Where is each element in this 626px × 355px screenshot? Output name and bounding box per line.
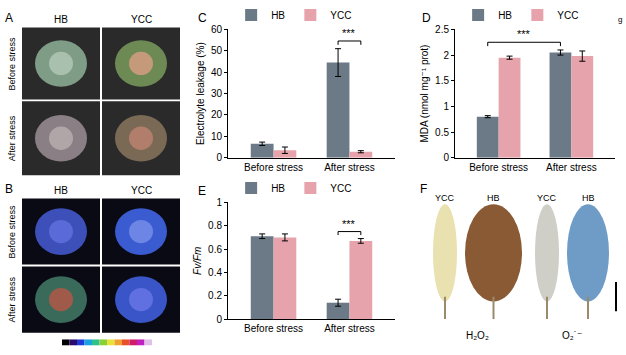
svg-text:0.5: 0.5 bbox=[435, 127, 449, 138]
svg-text:YCC: YCC bbox=[330, 183, 351, 194]
svg-text:C: C bbox=[198, 11, 207, 25]
svg-text:0.4: 0.4 bbox=[208, 267, 222, 278]
svg-text:YCC: YCC bbox=[131, 185, 152, 196]
svg-text:D: D bbox=[422, 11, 431, 25]
svg-text:Before stress: Before stress bbox=[244, 162, 303, 173]
svg-text:2: 2 bbox=[443, 50, 449, 61]
svg-text:Before stress: Before stress bbox=[7, 37, 17, 91]
svg-text:***: *** bbox=[517, 28, 531, 40]
svg-text:1: 1 bbox=[443, 101, 449, 112]
svg-text:Before stress: Before stress bbox=[244, 323, 303, 334]
svg-text:20: 20 bbox=[211, 109, 223, 120]
svg-text:Electrolyte leakage (%): Electrolyte leakage (%) bbox=[195, 42, 206, 145]
svg-text:0.2: 0.2 bbox=[208, 290, 222, 301]
svg-text:YCC: YCC bbox=[557, 10, 578, 21]
svg-text:Fv/Fm: Fv/Fm bbox=[192, 247, 203, 275]
svg-text:After stress: After stress bbox=[324, 323, 375, 334]
svg-text:HB: HB bbox=[498, 10, 512, 21]
svg-text:HB: HB bbox=[582, 193, 595, 203]
svg-text:***: *** bbox=[342, 27, 356, 39]
svg-text:HB: HB bbox=[271, 183, 285, 194]
svg-text:g: g bbox=[618, 15, 622, 24]
svg-text:60: 60 bbox=[211, 24, 223, 35]
svg-text:0.8: 0.8 bbox=[208, 220, 222, 231]
svg-text:1: 1 bbox=[216, 197, 222, 208]
svg-text:MDA (nmol mg⁻¹ prot): MDA (nmol mg⁻¹ prot) bbox=[419, 45, 430, 143]
svg-text:1.5: 1.5 bbox=[435, 75, 449, 86]
svg-text:After stress: After stress bbox=[7, 115, 17, 161]
svg-text:H₂O₂: H₂O₂ bbox=[466, 330, 489, 341]
svg-text:50: 50 bbox=[211, 45, 223, 56]
svg-text:***: *** bbox=[342, 218, 356, 230]
svg-text:Before stress: Before stress bbox=[7, 205, 17, 259]
svg-text:HB: HB bbox=[487, 193, 500, 203]
svg-text:B: B bbox=[5, 182, 13, 196]
svg-text:YCC: YCC bbox=[435, 193, 455, 203]
svg-text:30: 30 bbox=[211, 88, 223, 99]
svg-text:HB: HB bbox=[54, 185, 68, 196]
svg-text:0: 0 bbox=[216, 314, 222, 325]
svg-text:After stress: After stress bbox=[7, 277, 17, 323]
svg-text:O₂˙⁻: O₂˙⁻ bbox=[562, 330, 582, 341]
svg-text:F: F bbox=[420, 182, 427, 196]
svg-text:After stress: After stress bbox=[324, 162, 375, 173]
svg-text:40: 40 bbox=[211, 67, 223, 78]
svg-text:HB: HB bbox=[271, 10, 285, 21]
svg-text:E: E bbox=[198, 184, 206, 198]
svg-text:Before stress: Before stress bbox=[469, 162, 528, 173]
svg-text:0.6: 0.6 bbox=[208, 244, 222, 255]
svg-text:YCC: YCC bbox=[131, 14, 152, 25]
svg-text:YCC: YCC bbox=[330, 10, 351, 21]
svg-text:YCC: YCC bbox=[537, 193, 557, 203]
svg-text:0: 0 bbox=[443, 152, 449, 163]
svg-text:10: 10 bbox=[211, 131, 223, 142]
svg-text:0: 0 bbox=[216, 152, 222, 163]
svg-text:A: A bbox=[5, 11, 13, 25]
svg-text:HB: HB bbox=[54, 14, 68, 25]
svg-text:After stress: After stress bbox=[546, 162, 597, 173]
svg-text:2.5: 2.5 bbox=[435, 24, 449, 35]
